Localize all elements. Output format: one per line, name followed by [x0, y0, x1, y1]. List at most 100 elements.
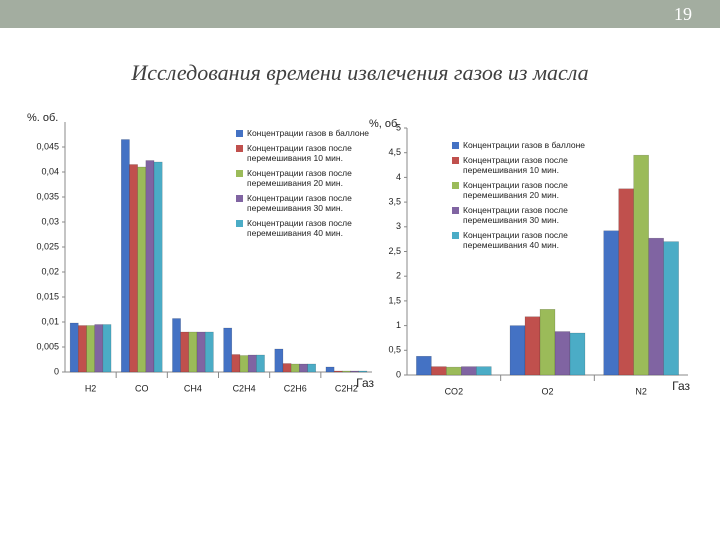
x-tick-label: CO: [135, 383, 149, 393]
page-number: 19: [674, 4, 692, 24]
bar: [86, 325, 95, 373]
legend-swatch: [452, 232, 459, 239]
legend-swatch: [236, 170, 243, 177]
y-tick-label: 4: [396, 172, 401, 182]
bar: [94, 324, 104, 373]
bar: [633, 154, 649, 376]
legend-swatch: [452, 207, 459, 214]
y-tick-label: 0,03: [41, 216, 59, 226]
legend: Концентрации газов в баллоне Концентрации…: [452, 140, 592, 255]
bar: [137, 166, 147, 373]
legend-label: Концентрации газов в баллоне: [463, 140, 586, 150]
legend-swatch: [452, 142, 459, 149]
bar: [358, 370, 368, 373]
bar: [78, 325, 87, 373]
x-tick-label: C2H4: [233, 383, 256, 393]
legend-item: Концентрации газов после перемешивания 4…: [452, 230, 592, 250]
y-tick-label: 0: [54, 366, 59, 376]
bar: [69, 322, 79, 373]
bar: [524, 316, 541, 376]
bar: [416, 355, 432, 376]
legend-swatch: [452, 157, 459, 164]
legend-item: Концентрации газов после перемешивания 4…: [236, 218, 372, 238]
bar: [350, 370, 359, 373]
bar: [256, 354, 265, 373]
y-tick-label: 0,04: [41, 166, 59, 176]
legend-swatch: [236, 130, 243, 137]
legend-swatch: [236, 220, 243, 227]
legend-label: Концентрации газов после перемешивания 2…: [247, 168, 352, 188]
y-tick-label: 1: [396, 320, 401, 330]
legend-item: Концентрации газов в баллоне: [236, 128, 372, 138]
x-tick-label: CO2: [445, 386, 464, 396]
bar: [180, 331, 190, 373]
bar: [274, 348, 284, 373]
bar: [446, 366, 462, 376]
legend-label: Концентрации газов после перемешивания 4…: [463, 230, 568, 250]
x-tick-label: C2H2: [335, 383, 358, 393]
y-tick-label: 0,02: [41, 266, 59, 276]
bar: [539, 309, 556, 376]
y-tick-label: 0,01: [41, 316, 59, 326]
legend-label: Концентрации газов после перемешивания 3…: [247, 193, 352, 213]
bar: [153, 161, 163, 373]
y-tick-label: 2: [396, 271, 401, 281]
x-tick-label: N2: [635, 386, 647, 396]
bar: [554, 331, 571, 376]
legend-item: Концентрации газов после перемешивания 1…: [236, 143, 372, 163]
bar: [342, 370, 351, 373]
y-tick-label: 4,5: [388, 147, 401, 157]
y-tick-label: 0,5: [388, 345, 401, 355]
bar: [282, 363, 292, 373]
y-tick-label: 2,5: [388, 246, 401, 256]
bar: [431, 366, 447, 376]
bar: [102, 324, 112, 373]
bar: [476, 366, 492, 376]
legend-swatch: [236, 195, 243, 202]
y-tick-label: 0,015: [36, 291, 59, 301]
y-tick-label: 0,025: [36, 241, 59, 251]
bar: [325, 366, 335, 373]
bar: [231, 354, 241, 373]
bar: [196, 331, 206, 373]
x-tick-label: C2H6: [284, 383, 307, 393]
y-tick-label: 0,045: [36, 141, 59, 151]
y-axis-label: %, об.: [369, 118, 400, 130]
legend-label: Концентрации газов после перемешивания 1…: [463, 155, 568, 175]
bar: [569, 332, 586, 376]
bar: [188, 331, 198, 373]
legend-label: Концентрации газов в баллоне: [247, 128, 370, 138]
y-tick-label: 3,5: [388, 196, 401, 206]
legend-label: Концентрации газов после перемешивания 3…: [463, 205, 568, 225]
bar: [121, 139, 130, 373]
y-tick-label: 3: [396, 221, 401, 231]
bar: [223, 327, 233, 373]
legend: Концентрации газов в баллоне Концентрации…: [236, 128, 372, 243]
bar: [290, 363, 300, 373]
bar: [307, 363, 316, 373]
y-tick-label: 0,035: [36, 191, 59, 201]
y-tick-label: 1,5: [388, 295, 401, 305]
header-bar: [0, 0, 720, 28]
bar: [129, 164, 138, 373]
x-tick-label: H2: [85, 383, 97, 393]
legend-swatch: [236, 145, 243, 152]
legend-label: Концентрации газов после перемешивания 4…: [247, 218, 352, 238]
legend-item: Концентрации газов после перемешивания 3…: [452, 205, 592, 225]
slide-title: Исследования времени извлечения газов из…: [131, 60, 589, 85]
bar: [172, 318, 181, 373]
bar: [509, 325, 526, 376]
legend-label: Концентрации газов после перемешивания 1…: [247, 143, 352, 163]
bar: [663, 241, 679, 376]
x-axis-label: Газ: [672, 379, 690, 393]
bar: [247, 354, 257, 373]
bar: [239, 355, 249, 373]
bar: [204, 331, 214, 373]
legend-item: Концентрации газов после перемешивания 2…: [452, 180, 592, 200]
bar: [603, 230, 619, 376]
bar: [333, 370, 343, 373]
bar: [145, 160, 155, 373]
legend-item: Концентрации газов после перемешивания 3…: [236, 193, 372, 213]
